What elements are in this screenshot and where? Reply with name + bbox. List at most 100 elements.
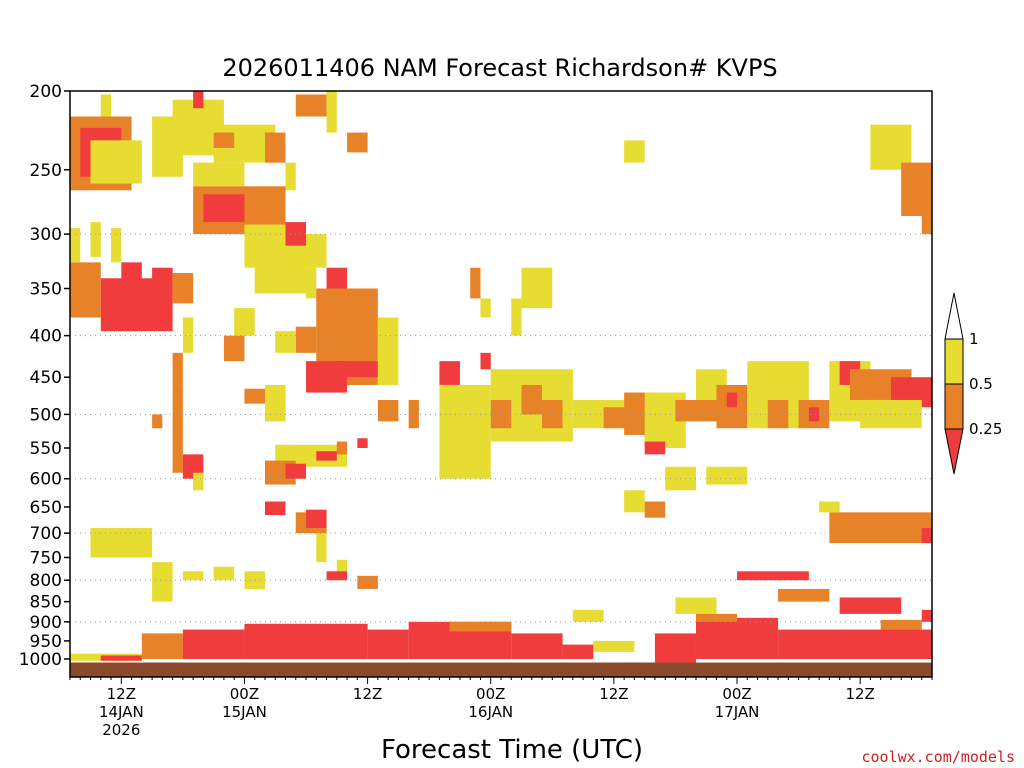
y-tick-label: 500	[30, 405, 62, 425]
x-tick-label: 00Z	[722, 685, 751, 703]
heatmap-cell	[172, 352, 183, 385]
heatmap-cell	[121, 262, 142, 284]
x-axis-label: Forecast Time (UTC)	[381, 735, 643, 765]
heatmap-cell	[152, 414, 163, 429]
x-tick-label: 00Z	[230, 685, 259, 703]
heatmap-cell	[572, 609, 604, 622]
heatmap-cell	[182, 629, 245, 659]
heatmap-cell	[819, 501, 840, 513]
y-tick-label: 800	[30, 571, 62, 591]
heatmap-cell	[624, 490, 645, 513]
colorbar: 1 0.5 0.25	[944, 292, 1002, 475]
heatmap-cell	[316, 451, 337, 461]
y-tick-label: 900	[30, 613, 62, 633]
heatmap-cell	[264, 384, 286, 422]
x-tick-label: 14JAN	[99, 703, 144, 721]
heatmap-cell	[480, 298, 491, 318]
y-tick-label: 400	[30, 327, 62, 347]
chart-title: 2026011406 NAM Forecast Richardson# KVPS	[222, 54, 777, 82]
heatmap-cell	[439, 361, 460, 385]
heatmap-cell	[767, 399, 789, 429]
x-tick-label: 12Z	[845, 685, 874, 703]
heatmap-cell	[152, 267, 173, 284]
heatmap-cell	[624, 140, 645, 163]
heatmap-cell	[778, 588, 830, 602]
heatmap-cell	[593, 640, 635, 652]
heatmap-cell	[182, 454, 204, 479]
y-tick-label: 750	[30, 548, 62, 568]
y-tick-label: 650	[30, 498, 62, 518]
colorbar-segment	[944, 338, 964, 385]
heatmap-cell	[326, 267, 348, 289]
heatmap-cell	[193, 472, 204, 491]
heatmap-cell	[829, 512, 932, 544]
heatmap-cell	[921, 215, 932, 235]
heatmap-cell	[306, 267, 317, 299]
y-tick-label: 700	[30, 524, 62, 544]
heatmap-cell	[480, 352, 491, 370]
heatmap-cell	[808, 407, 820, 422]
y-tick-label: 850	[30, 593, 62, 613]
heatmap-cell	[521, 384, 543, 415]
heatmap-cell	[193, 91, 204, 109]
y-tick-label: 550	[30, 439, 62, 459]
heatmap-cell	[654, 633, 696, 663]
x-tick-label: 2026	[102, 721, 140, 739]
heatmap-cell	[285, 463, 307, 479]
colorbar-segment	[944, 383, 964, 430]
colorbar-tick-label: 0.5	[969, 375, 993, 393]
heatmap-cell	[203, 194, 245, 223]
heatmap-cell	[675, 399, 717, 422]
heatmap-cell	[306, 509, 327, 529]
heatmap-cell	[264, 132, 286, 163]
heatmap-cell	[316, 533, 327, 563]
heatmap-cell	[326, 91, 337, 133]
x-tick-label: 00Z	[476, 685, 505, 703]
y-tick-label: 450	[30, 368, 62, 388]
heatmap-cell	[737, 571, 809, 581]
heatmap-cell	[511, 633, 563, 659]
heatmap-cell	[234, 308, 255, 336]
heatmap-cell	[100, 278, 173, 332]
heatmap-cell	[182, 571, 204, 581]
heatmap-cell	[490, 399, 512, 429]
heatmap-cell	[70, 228, 81, 263]
heatmap-cell	[70, 262, 101, 318]
heatmap-cell	[264, 501, 286, 516]
heatmap-cell	[213, 566, 235, 581]
heatmap-cell	[213, 132, 235, 148]
heatmap-cell	[726, 392, 738, 408]
heatmap-cell	[377, 317, 399, 385]
heatmap-cell	[562, 644, 594, 659]
heatmap-cell	[921, 528, 932, 544]
colorbar-tick-label: 1	[969, 330, 979, 348]
y-tick-label: 350	[30, 279, 62, 299]
heatmap-cell	[244, 623, 368, 659]
heatmap-cell	[244, 571, 265, 589]
heatmap-cell	[90, 222, 101, 257]
heatmap-cell	[675, 597, 717, 614]
heatmap-cell	[901, 162, 932, 216]
heatmap-cell	[357, 438, 368, 449]
heatmap-cell	[542, 399, 563, 429]
x-tick-label: 12Z	[107, 685, 136, 703]
x-tick-label: 16JAN	[468, 703, 513, 721]
heatmap-cell	[449, 621, 512, 632]
heatmap-cell	[223, 335, 245, 362]
heatmap-cells	[70, 91, 932, 663]
heatmap-cell	[295, 326, 317, 353]
heatmap-cell	[90, 528, 153, 558]
heatmap-cell	[295, 94, 327, 117]
heatmap-cell	[706, 466, 748, 485]
heatmap-cell	[695, 613, 738, 622]
y-tick-label: 300	[30, 225, 62, 245]
heatmap-cell	[377, 399, 399, 422]
heatmap-cell	[870, 124, 912, 170]
y-tick-label: 950	[30, 632, 62, 652]
heatmap-cell	[511, 298, 522, 336]
heatmap-cell	[141, 633, 183, 659]
heatmap-cell	[470, 267, 481, 299]
heatmap-cell	[100, 94, 112, 117]
heatmap-cell	[439, 384, 491, 479]
